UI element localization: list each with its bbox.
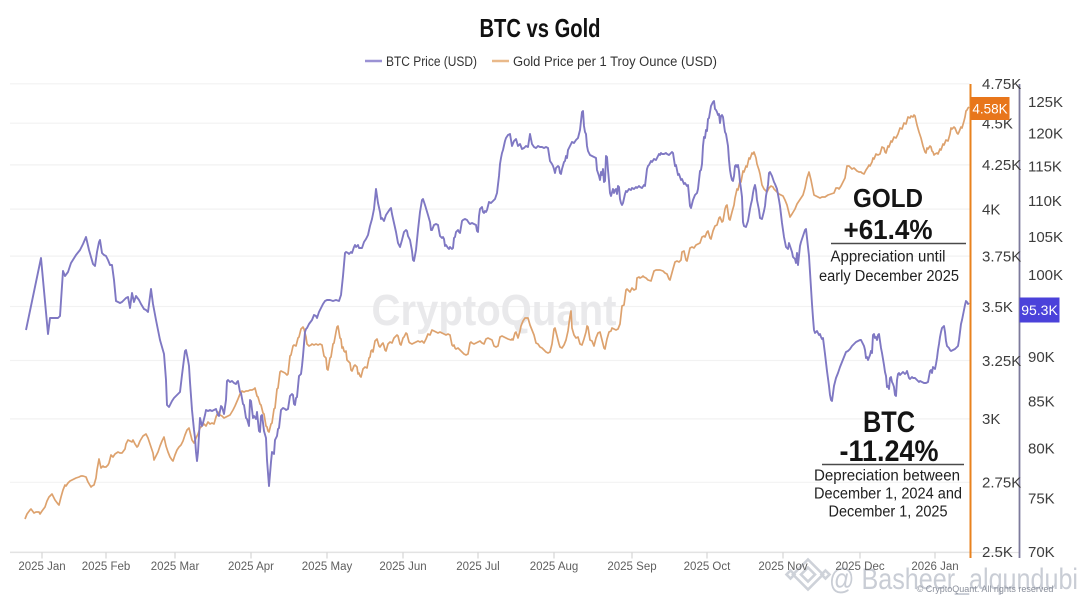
svg-text:+61.4%: +61.4%	[844, 214, 933, 245]
svg-text:Gold Price per 1 Troy Ounce (U: Gold Price per 1 Troy Ounce (USD)	[513, 54, 717, 69]
svg-text:Appreciation until: Appreciation until	[831, 249, 946, 266]
svg-text:115K: 115K	[1028, 159, 1062, 176]
svg-text:@ Basheer_alqundubi: @ Basheer_alqundubi	[829, 563, 1078, 596]
svg-text:2025 Mar: 2025 Mar	[151, 561, 200, 573]
svg-text:110K: 110K	[1028, 193, 1062, 210]
svg-text:-11.24%: -11.24%	[840, 435, 939, 468]
svg-text:2025 Jan: 2025 Jan	[18, 561, 65, 573]
svg-text:CryptoQuant: CryptoQuant	[372, 286, 617, 335]
svg-text:© CryptoQuant. All rights rese: © CryptoQuant. All rights reserved	[917, 584, 1054, 594]
svg-text:2025 Jun: 2025 Jun	[379, 561, 426, 573]
svg-text:BTC: BTC	[863, 406, 915, 439]
svg-text:2025 Apr: 2025 Apr	[228, 561, 274, 573]
svg-text:120K: 120K	[1028, 126, 1063, 143]
svg-text:BTC Price (USD): BTC Price (USD)	[386, 54, 477, 69]
svg-text:90K: 90K	[1028, 349, 1055, 366]
svg-text:Depreciation between: Depreciation between	[814, 468, 960, 485]
svg-text:80K: 80K	[1028, 440, 1055, 457]
svg-text:4K: 4K	[982, 201, 1000, 218]
svg-text:2025 Aug: 2025 Aug	[530, 561, 579, 573]
svg-text:early December 2025: early December 2025	[819, 268, 959, 285]
svg-text:85K: 85K	[1028, 393, 1055, 410]
svg-text:2025 Jul: 2025 Jul	[456, 561, 499, 573]
svg-text:125K: 125K	[1028, 94, 1063, 111]
svg-text:100K: 100K	[1028, 267, 1063, 284]
svg-text:4.75K: 4.75K	[982, 76, 1021, 93]
svg-text:GOLD: GOLD	[853, 185, 923, 213]
svg-text:2.75K: 2.75K	[982, 475, 1021, 492]
svg-text:95.3K: 95.3K	[1021, 302, 1058, 318]
svg-text:December 1, 2025: December 1, 2025	[829, 504, 948, 521]
svg-text:3.25K: 3.25K	[982, 353, 1021, 370]
svg-text:3.5K: 3.5K	[982, 299, 1013, 316]
svg-text:75K: 75K	[1028, 491, 1055, 508]
svg-text:2025 May: 2025 May	[302, 561, 353, 573]
svg-text:70K: 70K	[1028, 544, 1055, 561]
svg-text:2025 Oct: 2025 Oct	[684, 561, 731, 573]
svg-text:4.25K: 4.25K	[982, 157, 1021, 174]
svg-text:105K: 105K	[1028, 229, 1063, 246]
svg-text:2025 Nov: 2025 Nov	[758, 561, 807, 573]
svg-text:2.5K: 2.5K	[982, 544, 1013, 561]
svg-text:2025 Feb: 2025 Feb	[82, 561, 131, 573]
svg-text:BTC vs Gold: BTC vs Gold	[480, 13, 601, 43]
svg-text:3.75K: 3.75K	[982, 248, 1021, 265]
svg-text:2026 Jan: 2026 Jan	[911, 561, 958, 573]
svg-text:3K: 3K	[982, 411, 1000, 428]
svg-text:4.58K: 4.58K	[972, 102, 1007, 117]
svg-text:December 1, 2024 and: December 1, 2024 and	[814, 486, 962, 503]
svg-text:2025 Sep: 2025 Sep	[607, 561, 656, 573]
svg-text:2025 Dec: 2025 Dec	[835, 561, 884, 573]
